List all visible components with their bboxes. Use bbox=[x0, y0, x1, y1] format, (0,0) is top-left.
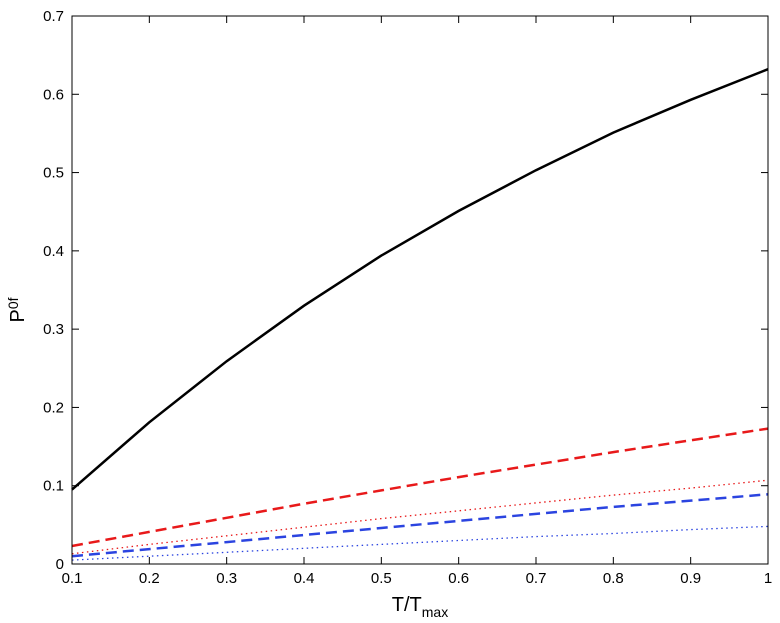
series-line-1-solid bbox=[71, 68, 769, 491]
y-axis-label-sub: 0f bbox=[5, 297, 21, 309]
series-line-5-dotted bbox=[71, 525, 769, 561]
x-axis-label-sub: max bbox=[422, 604, 448, 620]
series-line-2-dashed bbox=[71, 427, 769, 548]
plot-area bbox=[72, 16, 768, 564]
x-tick-label: 0.2 bbox=[139, 570, 160, 587]
x-tick-label: 0.1 bbox=[62, 570, 83, 587]
y-tick-label: 0 bbox=[56, 556, 64, 573]
x-tick-label: 0.3 bbox=[216, 570, 237, 587]
series-line-4-dashed bbox=[71, 493, 769, 558]
y-tick-label: 0.1 bbox=[43, 478, 64, 495]
x-tick-label: 1 bbox=[764, 570, 772, 587]
x-tick-label: 0.4 bbox=[294, 570, 315, 587]
plot-frame bbox=[71, 15, 769, 565]
y-tick-label: 0.7 bbox=[43, 8, 64, 25]
x-axis-label: T/Tmax bbox=[392, 594, 448, 620]
x-tick-label: 0.8 bbox=[603, 570, 624, 587]
y-tick-label: 0.6 bbox=[43, 86, 64, 103]
x-axis-label-main: T/T bbox=[392, 594, 422, 616]
x-tick-label: 0.5 bbox=[371, 570, 392, 587]
x-tick-label: 0.7 bbox=[526, 570, 547, 587]
y-tick-label: 0.5 bbox=[43, 165, 64, 182]
series-line-3-dotted bbox=[71, 479, 769, 555]
y-axis-label: P0f bbox=[5, 297, 29, 322]
y-axis-label-main: P bbox=[7, 309, 29, 322]
ticks-layer: 0.1 0.2 0.3 0.4 0.5 0.6 0.7 0.8 0.9 100.10.20.30.… bbox=[43, 8, 772, 587]
x-tick-label: 0.9 bbox=[680, 570, 701, 587]
y-tick-label: 0.3 bbox=[43, 321, 64, 338]
y-tick-label: 0.2 bbox=[43, 399, 64, 416]
x-tick-label: 0.6 bbox=[448, 570, 469, 587]
series-layer bbox=[71, 68, 769, 561]
y-tick-label: 0.4 bbox=[43, 243, 64, 260]
